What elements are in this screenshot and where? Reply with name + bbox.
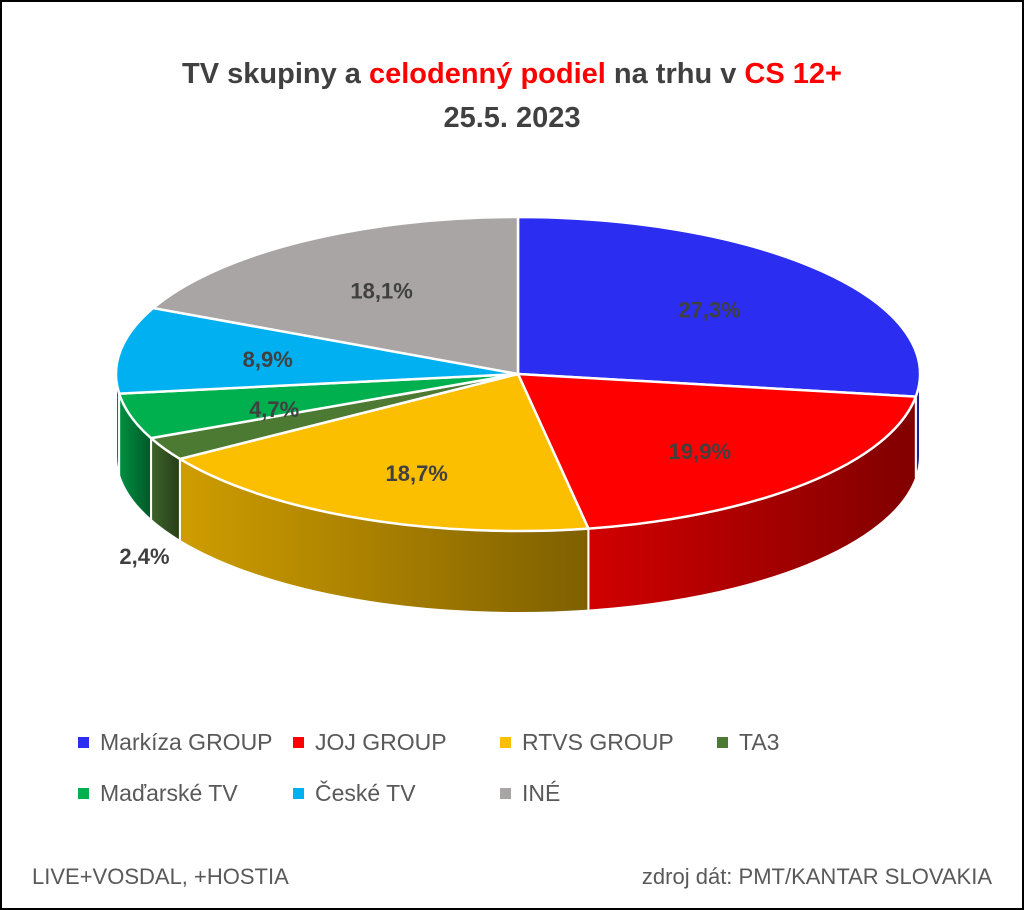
- data-label-ceske-tv: 8,9%: [243, 347, 293, 372]
- title-line-2: 25.5. 2023: [443, 102, 581, 134]
- legend-swatch: [293, 788, 304, 799]
- chart-title: TV skupiny a celodenný podiel na trhu v …: [0, 52, 1024, 140]
- title-part-1: TV skupiny a: [182, 58, 369, 90]
- footer-note: LIVE+VOSDAL, +HOSTIA: [32, 864, 289, 889]
- title-highlight-2: CS 12+: [744, 58, 842, 90]
- pie-slice-rtvs-group: [178, 372, 590, 533]
- data-label-madarske-tv: 4,7%: [249, 397, 299, 422]
- pie-slice-ceske-tv: [114, 306, 520, 395]
- legend-label: INÉ: [522, 780, 561, 806]
- legend-item-ceske-tv: České TV: [293, 780, 416, 807]
- legend-item-joj-group: JOJ GROUP: [293, 729, 447, 756]
- legend-swatch: [717, 737, 728, 748]
- legend-label: TA3: [739, 729, 780, 755]
- legend-label: Maďarské TV: [100, 780, 238, 806]
- legend-swatch: [500, 737, 511, 748]
- data-label-ine: 18,1%: [350, 279, 412, 304]
- legend-label: České TV: [315, 780, 416, 806]
- data-labels: 27,3% 19,9% 18,7% 2,4% 4,7% 8,9% 18,1%: [119, 279, 740, 569]
- legend-item-ta3: TA3: [717, 729, 779, 756]
- legend-item-markiza-group: Markíza GROUP: [78, 729, 273, 756]
- legend-item-rtvs-group: RTVS GROUP: [500, 729, 674, 756]
- legend-swatch: [500, 788, 511, 799]
- pie-slice-markiza-group: [516, 215, 922, 398]
- legend-item-ine: INÉ: [500, 780, 560, 807]
- title-part-2: na trhu v: [605, 58, 745, 90]
- pie-slice-joj-group: [516, 372, 918, 530]
- legend-label: Markíza GROUP: [100, 729, 273, 755]
- data-label-markiza-group: 27,3%: [678, 297, 740, 322]
- title-highlight-1: celodenný podiel: [368, 58, 606, 90]
- legend-item-madarske-tv: Maďarské TV: [78, 780, 238, 807]
- data-label-rtvs-group: 18,7%: [385, 461, 447, 486]
- legend-label: JOJ GROUP: [315, 729, 447, 755]
- footer-source: zdroj dát: PMT/KANTAR SLOVAKIA: [641, 864, 992, 889]
- data-label-ta3: 2,4%: [119, 544, 169, 569]
- legend-label: RTVS GROUP: [522, 729, 674, 755]
- title-line-1: TV skupiny a celodenný podiel na trhu v …: [0, 52, 1024, 96]
- data-label-joj-group: 19,9%: [669, 439, 731, 464]
- pie-tops: [114, 215, 922, 533]
- pie-slice-ine: [151, 215, 520, 376]
- legend-swatch: [78, 737, 89, 748]
- legend-swatch: [78, 788, 89, 799]
- legend-swatch: [293, 737, 304, 748]
